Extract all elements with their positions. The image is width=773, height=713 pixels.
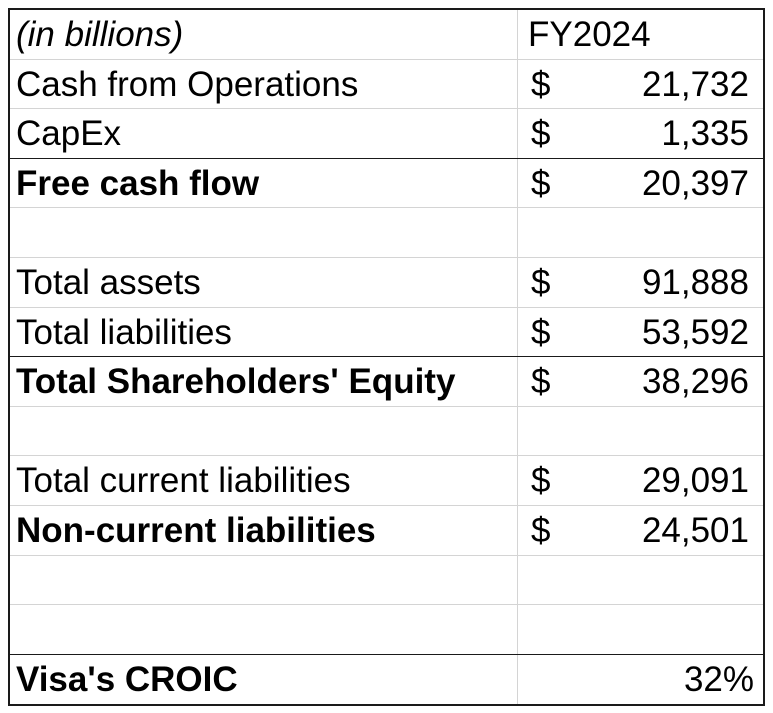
current-liabilities-cell: $ 29,091: [518, 456, 763, 505]
currency-symbol: $: [531, 262, 551, 302]
empty-row: [10, 406, 763, 457]
non-current-liabilities-label: Non-current liabilities: [10, 505, 518, 555]
current-liabilities-value: 29,091: [641, 461, 749, 501]
shareholders-equity-label: Total Shareholders' Equity: [10, 357, 518, 406]
total-assets-value: 91,888: [641, 262, 749, 302]
empty-row: [10, 208, 763, 258]
free-cash-flow-label: Free cash flow: [10, 158, 518, 208]
currency-symbol: $: [531, 510, 551, 550]
cash-from-operations-row: Cash from Operations $ 21,732: [10, 59, 763, 110]
currency-symbol: $: [531, 312, 551, 352]
capex-row: CapEx $ 1,335: [10, 109, 763, 159]
currency-symbol: $: [531, 362, 551, 402]
current-liabilities-label: Total current liabilities: [10, 456, 518, 505]
capex-label: CapEx: [10, 109, 518, 158]
empty-cell: [518, 208, 763, 257]
croic-cell: 32%: [518, 655, 763, 705]
total-assets-label: Total assets: [10, 257, 518, 307]
total-liabilities-row: Total liabilities $ 53,592: [10, 307, 763, 358]
period-label: FY2024: [528, 15, 651, 54]
cash-from-operations-cell: $ 21,732: [518, 60, 763, 109]
croic-label: Visa's CROIC: [10, 654, 518, 705]
capex-cell: $ 1,335: [518, 109, 763, 158]
currency-symbol: $: [531, 64, 551, 104]
currency-symbol: $: [531, 163, 551, 203]
spreadsheet-table: (in billions) FY2024 Cash from Operation…: [8, 8, 765, 706]
empty-row: [10, 605, 763, 655]
empty-cell: [518, 556, 763, 605]
unit-label: (in billions): [10, 10, 518, 59]
empty-row: [10, 555, 763, 606]
croic-value: 32%: [683, 659, 754, 699]
currency-symbol: $: [531, 461, 551, 501]
total-liabilities-label: Total liabilities: [10, 307, 518, 357]
empty-cell: [518, 605, 763, 654]
current-liabilities-row: Total current liabilities $ 29,091: [10, 456, 763, 506]
shareholders-equity-value: 38,296: [641, 362, 749, 402]
capex-value: 1,335: [661, 114, 749, 154]
header-row: (in billions) FY2024: [10, 10, 763, 60]
free-cash-flow-row: Free cash flow $ 20,397: [10, 158, 763, 209]
free-cash-flow-value: 20,397: [641, 163, 749, 203]
non-current-liabilities-value: 24,501: [641, 510, 749, 550]
shareholders-equity-cell: $ 38,296: [518, 357, 763, 406]
period-header-cell: FY2024: [518, 10, 763, 59]
empty-cell: [10, 605, 518, 654]
empty-cell: [10, 208, 518, 257]
total-liabilities-value: 53,592: [641, 312, 749, 352]
cash-from-operations-label: Cash from Operations: [10, 59, 518, 109]
croic-row: Visa's CROIC 32%: [10, 654, 763, 705]
non-current-liabilities-cell: $ 24,501: [518, 506, 763, 555]
non-current-liabilities-row: Non-current liabilities $ 24,501: [10, 505, 763, 556]
currency-symbol: $: [531, 114, 551, 154]
empty-cell: [518, 407, 763, 456]
cash-from-operations-value: 21,732: [641, 64, 749, 104]
total-assets-row: Total assets $ 91,888: [10, 257, 763, 308]
empty-cell: [10, 406, 518, 456]
shareholders-equity-row: Total Shareholders' Equity $ 38,296: [10, 357, 763, 407]
total-liabilities-cell: $ 53,592: [518, 308, 763, 357]
free-cash-flow-cell: $ 20,397: [518, 159, 763, 208]
total-assets-cell: $ 91,888: [518, 258, 763, 307]
empty-cell: [10, 555, 518, 605]
